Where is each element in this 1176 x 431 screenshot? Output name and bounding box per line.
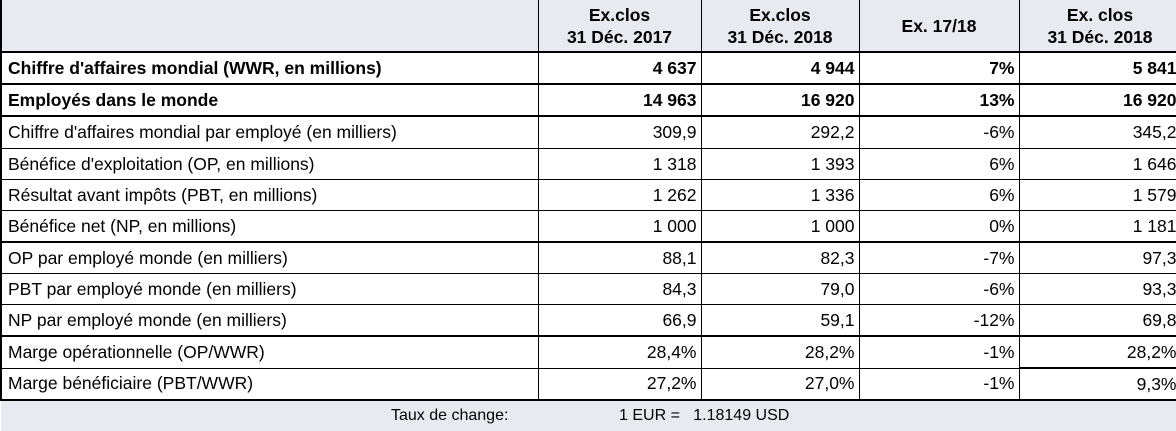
- table-row: Chiffre d'affaires mondial (WWR, en mill…: [0, 52, 1176, 85]
- cell-2018b: 345,2: [1019, 116, 1176, 149]
- cell-variation: -7%: [859, 242, 1020, 274]
- exchange-rate-value: 1 EUR = 1.18149 USD: [619, 407, 790, 424]
- cell-variation: -6%: [859, 116, 1020, 149]
- cell-2018: 292,2: [701, 116, 860, 149]
- cell-2018b: 1 181: [1019, 210, 1176, 243]
- table-row: Marge bénéficiaire (PBT/WWR) 27,2% 27,0%…: [0, 368, 1176, 401]
- row-label: Bénéfice net (NP, en millions): [0, 210, 539, 243]
- cell-2017: 27,2%: [538, 368, 702, 401]
- row-label: Marge opérationnelle (OP/WWR): [0, 336, 539, 369]
- cell-2018b: 1 646: [1019, 148, 1176, 180]
- header-col-2018: Ex.clos 31 Déc. 2018: [701, 0, 860, 53]
- cell-2018: 82,3: [701, 242, 860, 274]
- cell-2017: 28,4%: [538, 336, 702, 369]
- cell-2018b: 93,3: [1019, 273, 1176, 305]
- row-label: Résultat avant impôts (PBT, en millions): [0, 179, 539, 211]
- cell-variation: 6%: [859, 179, 1020, 211]
- table-row: NP par employé monde (en milliers) 66,9 …: [0, 304, 1176, 337]
- cell-2018b: 97,3: [1019, 242, 1176, 274]
- table-row: PBT par employé monde (en milliers) 84,3…: [0, 273, 1176, 305]
- cell-variation: 13%: [859, 84, 1020, 117]
- cell-2017: 1 318: [538, 148, 702, 180]
- cell-2017: 88,1: [538, 242, 702, 274]
- row-label: Marge bénéficiaire (PBT/WWR): [0, 368, 539, 401]
- cell-2017: 14 963: [538, 84, 702, 117]
- cell-2018: 1 000: [701, 210, 860, 243]
- table-row: Bénéfice net (NP, en millions) 1 000 1 0…: [0, 210, 1176, 243]
- cell-2017: 309,9: [538, 116, 702, 149]
- cell-variation: -6%: [859, 273, 1020, 305]
- cell-variation: 6%: [859, 148, 1020, 180]
- cell-variation: 7%: [859, 52, 1020, 85]
- row-label: Chiffre d'affaires mondial par employé (…: [0, 116, 539, 149]
- header-empty-cell: [0, 0, 539, 53]
- cell-2018: 16 920: [701, 84, 860, 117]
- header-col-2017: Ex.clos 31 Déc. 2017: [538, 0, 702, 53]
- cell-2018b: 9,3%: [1019, 368, 1176, 401]
- row-label: OP par employé monde (en milliers): [0, 242, 539, 274]
- table-row: OP par employé monde (en milliers) 88,1 …: [0, 242, 1176, 274]
- row-label: Employés dans le monde: [0, 84, 539, 117]
- table-row: Bénéfice d'exploitation (OP, en millions…: [0, 148, 1176, 180]
- cell-2018: 59,1: [701, 304, 860, 337]
- cell-2018b: 69,8: [1019, 304, 1176, 337]
- cell-2017: 66,9: [538, 304, 702, 337]
- table-row: Chiffre d'affaires mondial par employé (…: [0, 116, 1176, 149]
- row-label: NP par employé monde (en milliers): [0, 304, 539, 337]
- cell-2017: 1 000: [538, 210, 702, 243]
- row-label: Bénéfice d'exploitation (OP, en millions…: [0, 148, 539, 180]
- cell-2017: 4 637: [538, 52, 702, 85]
- exchange-rate-label: Taux de change:: [391, 407, 509, 424]
- cell-2018: 4 944: [701, 52, 860, 85]
- cell-2018b: 5 841: [1019, 52, 1176, 85]
- header-col-variation: Ex. 17/18: [859, 0, 1020, 53]
- cell-2017: 84,3: [538, 273, 702, 305]
- cell-2018: 1 336: [701, 179, 860, 211]
- cell-variation: -12%: [859, 304, 1020, 337]
- header-col-2018b: Ex. clos 31 Déc. 2018: [1019, 0, 1176, 53]
- cell-2018b: 28,2%: [1019, 336, 1176, 369]
- cell-2018: 1 393: [701, 148, 860, 180]
- table-row: Résultat avant impôts (PBT, en millions)…: [0, 179, 1176, 211]
- exchange-rate-cell: Taux de change: 1 EUR = 1.18149 USD: [1, 400, 1176, 431]
- cell-variation: 0%: [859, 210, 1020, 243]
- cell-2018: 79,0: [701, 273, 860, 305]
- table-header-row: Ex.clos 31 Déc. 2017 Ex.clos 31 Déc. 2018 …: [0, 0, 1176, 53]
- exchange-rate-row: Taux de change: 1 EUR = 1.18149 USD: [1, 400, 1176, 431]
- cell-variation: -1%: [859, 368, 1020, 401]
- table-row: Marge opérationnelle (OP/WWR) 28,4% 28,2…: [0, 336, 1176, 369]
- cell-2017: 1 262: [538, 179, 702, 211]
- cell-2018b: 16 920: [1019, 84, 1176, 117]
- table-row: Employés dans le monde 14 963 16 920 13%…: [0, 84, 1176, 117]
- cell-variation: -1%: [859, 336, 1020, 369]
- row-label: Chiffre d'affaires mondial (WWR, en mill…: [0, 52, 539, 85]
- row-label: PBT par employé monde (en milliers): [0, 273, 539, 305]
- cell-2018: 28,2%: [701, 336, 860, 369]
- cell-2018b: 1 579: [1019, 179, 1176, 211]
- cell-2018: 27,0%: [701, 368, 860, 401]
